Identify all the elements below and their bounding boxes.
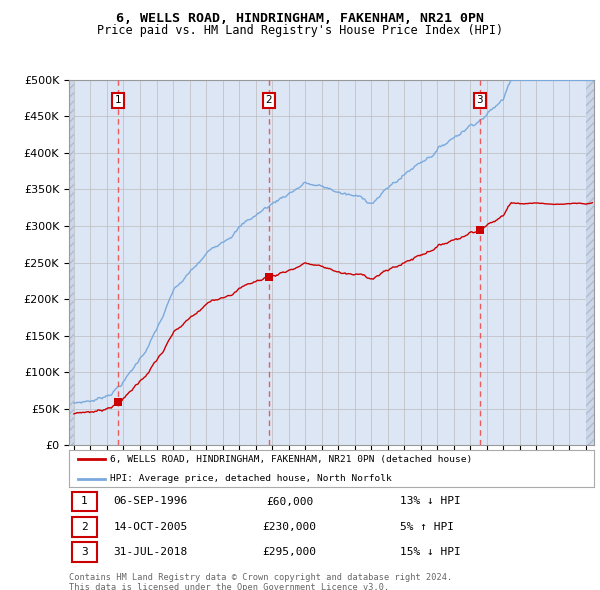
Text: £295,000: £295,000 (263, 548, 317, 557)
Text: Contains HM Land Registry data © Crown copyright and database right 2024.: Contains HM Land Registry data © Crown c… (69, 573, 452, 582)
Bar (71, 491, 97, 512)
Text: 6, WELLS ROAD, HINDRINGHAM, FAKENHAM, NR21 0PN: 6, WELLS ROAD, HINDRINGHAM, FAKENHAM, NR… (116, 12, 484, 25)
Bar (69, 80, 74, 445)
Text: 06-SEP-1996: 06-SEP-1996 (113, 497, 188, 506)
Text: £60,000: £60,000 (266, 497, 313, 506)
Text: 3: 3 (476, 95, 483, 105)
Text: HPI: Average price, detached house, North Norfolk: HPI: Average price, detached house, Nort… (110, 474, 392, 483)
Text: 6, WELLS ROAD, HINDRINGHAM, FAKENHAM, NR21 0PN (detached house): 6, WELLS ROAD, HINDRINGHAM, FAKENHAM, NR… (110, 455, 472, 464)
Text: 14-OCT-2005: 14-OCT-2005 (113, 522, 188, 532)
Text: 31-JUL-2018: 31-JUL-2018 (113, 548, 188, 557)
Text: 1: 1 (81, 497, 88, 506)
Text: 5% ↑ HPI: 5% ↑ HPI (400, 522, 454, 532)
Bar (71, 517, 97, 537)
Text: 2: 2 (265, 95, 272, 105)
Bar (71, 542, 97, 562)
Text: 13% ↓ HPI: 13% ↓ HPI (400, 497, 461, 506)
Text: £230,000: £230,000 (263, 522, 317, 532)
Text: Price paid vs. HM Land Registry's House Price Index (HPI): Price paid vs. HM Land Registry's House … (97, 24, 503, 37)
Bar (586, 80, 600, 445)
Text: This data is licensed under the Open Government Licence v3.0.: This data is licensed under the Open Gov… (69, 583, 389, 590)
Text: 15% ↓ HPI: 15% ↓ HPI (400, 548, 461, 557)
Text: 1: 1 (115, 95, 122, 105)
Text: 2: 2 (81, 522, 88, 532)
Text: 3: 3 (81, 548, 88, 557)
